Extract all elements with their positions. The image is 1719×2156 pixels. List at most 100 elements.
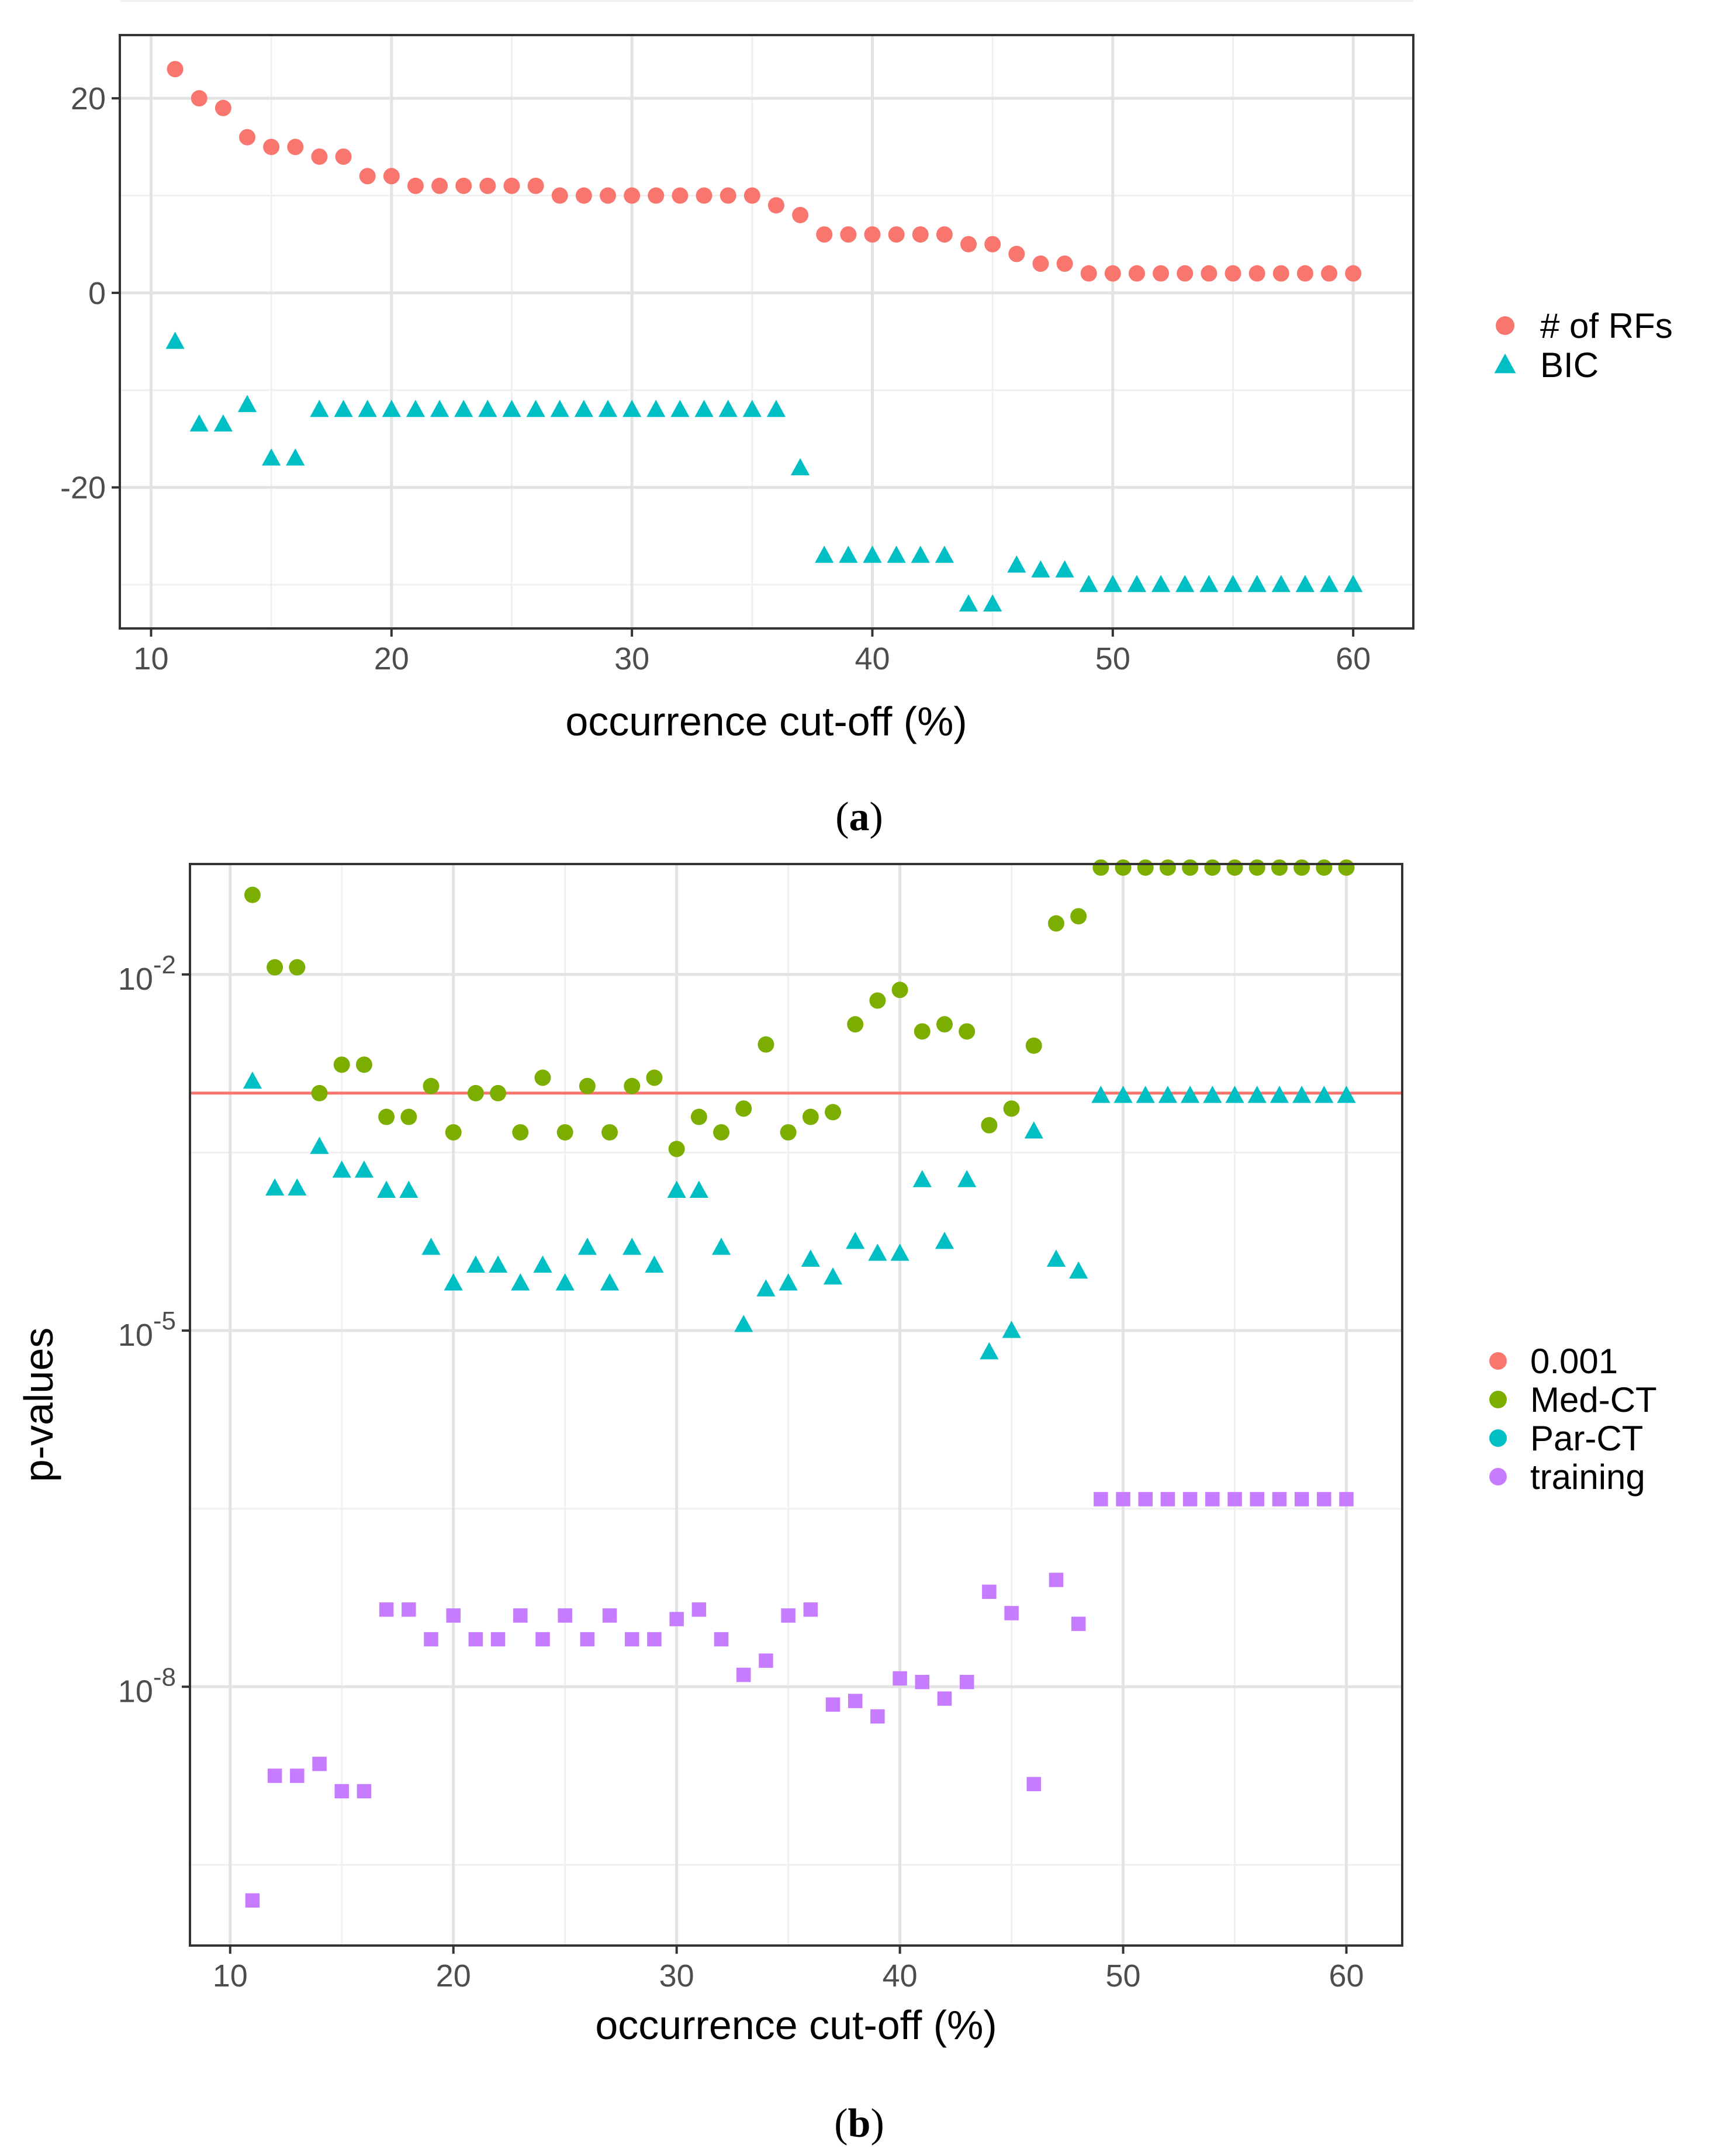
point-training bbox=[490, 1632, 506, 1647]
x-tick-label: 60 bbox=[1336, 641, 1371, 676]
point-rfs bbox=[1153, 265, 1170, 282]
point-training bbox=[1116, 1492, 1130, 1507]
point-rfs bbox=[864, 226, 881, 243]
series-med-ct bbox=[244, 859, 1355, 1158]
panel-a-series bbox=[165, 61, 1363, 612]
point-med-ct bbox=[400, 1108, 417, 1125]
point-par-ct bbox=[1225, 1086, 1244, 1103]
point-med-ct bbox=[624, 1077, 641, 1094]
point-rfs bbox=[816, 226, 833, 243]
point-par-ct bbox=[1203, 1086, 1222, 1103]
x-tick-label: 50 bbox=[1106, 1958, 1141, 1993]
point-med-ct bbox=[1137, 859, 1154, 876]
point-rfs bbox=[263, 139, 280, 156]
point-bic bbox=[165, 331, 185, 349]
point-bic bbox=[1151, 575, 1171, 592]
point-med-ct bbox=[534, 1069, 551, 1086]
point-bic bbox=[742, 399, 762, 417]
x-tick-label: 10 bbox=[133, 641, 168, 676]
point-rfs bbox=[527, 177, 544, 194]
legend-key-rfs bbox=[1496, 316, 1514, 335]
panel-b-grid bbox=[190, 864, 1402, 1946]
point-training bbox=[848, 1694, 863, 1708]
point-med-ct bbox=[959, 1023, 976, 1040]
point-rfs bbox=[1104, 265, 1121, 282]
point-par-ct bbox=[1315, 1086, 1334, 1103]
point-par-ct bbox=[1158, 1086, 1178, 1103]
point-training bbox=[1138, 1492, 1153, 1507]
panel-b-y-axis-title: p-values bbox=[16, 1328, 61, 1483]
point-training bbox=[1026, 1777, 1042, 1792]
point-par-ct bbox=[421, 1238, 441, 1255]
point-par-ct bbox=[734, 1315, 753, 1332]
point-training bbox=[312, 1757, 327, 1771]
point-med-ct bbox=[267, 959, 283, 976]
y-tick-exponent: -5 bbox=[153, 1307, 176, 1335]
point-rfs bbox=[984, 236, 1001, 253]
point-rfs bbox=[1225, 265, 1241, 282]
legend-key-par-ct bbox=[1489, 1429, 1507, 1447]
point-bic bbox=[1103, 575, 1122, 592]
point-training bbox=[691, 1602, 707, 1617]
point-bic bbox=[863, 545, 882, 563]
point-training bbox=[1317, 1492, 1331, 1507]
point-rfs bbox=[1345, 265, 1362, 282]
panel-b-border bbox=[189, 863, 1403, 1947]
point-med-ct bbox=[1047, 915, 1064, 932]
point-par-ct bbox=[533, 1255, 552, 1273]
point-par-ct bbox=[243, 1071, 262, 1089]
point-bic bbox=[454, 399, 473, 417]
point-rfs bbox=[1056, 255, 1073, 272]
point-par-ct bbox=[645, 1255, 664, 1273]
point-med-ct bbox=[1316, 859, 1333, 876]
point-rfs bbox=[648, 187, 665, 204]
point-med-ct bbox=[512, 1124, 529, 1141]
y-tick-base: 10 bbox=[118, 962, 153, 997]
point-par-ct bbox=[1113, 1086, 1133, 1103]
point-training bbox=[580, 1632, 595, 1647]
point-rfs bbox=[431, 177, 448, 194]
point-med-ct bbox=[1159, 859, 1176, 876]
point-med-ct bbox=[556, 1124, 573, 1141]
point-training bbox=[602, 1608, 617, 1623]
point-bic bbox=[1055, 560, 1074, 578]
point-par-ct bbox=[377, 1180, 396, 1198]
point-med-ct bbox=[847, 1016, 864, 1033]
point-bic bbox=[983, 594, 1002, 612]
point-bic bbox=[790, 458, 810, 476]
point-bic bbox=[1175, 575, 1195, 592]
point-par-ct bbox=[1046, 1249, 1066, 1267]
point-med-ct bbox=[244, 886, 261, 903]
point-training bbox=[245, 1893, 260, 1908]
point-training bbox=[402, 1602, 416, 1617]
point-training bbox=[1339, 1492, 1354, 1507]
point-rfs bbox=[287, 139, 304, 156]
panel-a-border bbox=[119, 34, 1414, 630]
point-med-ct bbox=[735, 1100, 752, 1117]
point-par-ct bbox=[555, 1273, 575, 1291]
point-bic bbox=[622, 399, 642, 417]
point-bic bbox=[598, 399, 618, 417]
x-tick-label: 30 bbox=[614, 641, 649, 676]
point-par-ct bbox=[711, 1238, 731, 1255]
point-med-ct bbox=[1115, 859, 1132, 876]
point-bic bbox=[406, 399, 426, 417]
point-bic bbox=[1127, 575, 1147, 592]
point-bic bbox=[694, 399, 714, 417]
panel-a-y-ticks: 20 0 -20 bbox=[60, 81, 120, 506]
point-rfs bbox=[455, 177, 472, 194]
point-training bbox=[1160, 1492, 1175, 1507]
point-par-ct bbox=[1292, 1086, 1312, 1103]
point-bic bbox=[213, 414, 233, 432]
point-rfs bbox=[1321, 265, 1338, 282]
point-training bbox=[1004, 1606, 1019, 1621]
point-par-ct bbox=[511, 1273, 530, 1291]
point-rfs bbox=[767, 197, 784, 214]
point-par-ct bbox=[667, 1180, 686, 1198]
point-bic bbox=[1319, 575, 1339, 592]
point-bic bbox=[574, 399, 593, 417]
point-training bbox=[1071, 1616, 1086, 1631]
point-med-ct bbox=[869, 992, 886, 1009]
